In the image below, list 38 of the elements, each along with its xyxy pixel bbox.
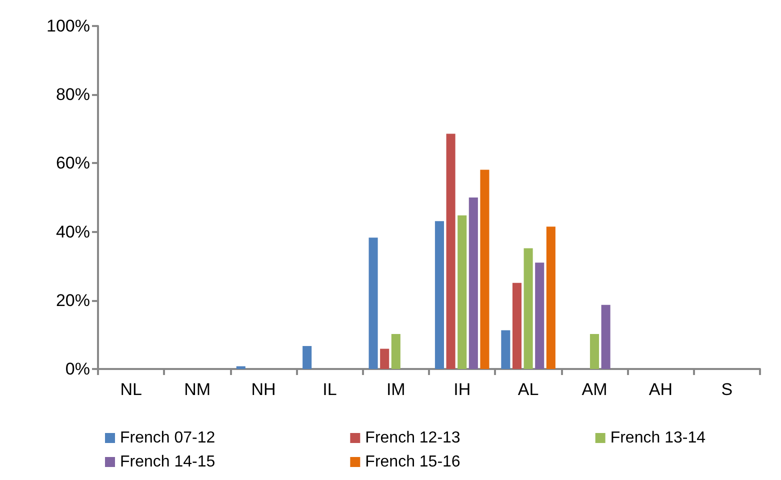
x-tick-label: NM: [184, 380, 211, 399]
y-tick-label: 0%: [65, 360, 90, 378]
legend-label: French 15-16: [365, 454, 460, 470]
bar: [368, 238, 378, 369]
bar: [458, 215, 467, 369]
y-tick-label: 80%: [56, 85, 90, 104]
x-tick-label: NH: [251, 380, 276, 399]
x-tick-label: AM: [582, 380, 608, 399]
bar: [546, 226, 556, 369]
x-tick-label: IL: [322, 380, 337, 399]
y-tick-label: 40%: [56, 222, 90, 242]
x-tick-label: IH: [454, 380, 471, 399]
bar: [468, 198, 478, 369]
x-tick-label: AH: [648, 380, 673, 399]
x-tick-label: IM: [386, 380, 406, 399]
bar: [434, 221, 444, 369]
bar: [302, 346, 312, 369]
x-tick-label: NL: [120, 380, 142, 399]
bar: [446, 134, 456, 369]
bar: [480, 170, 490, 369]
bar: [380, 348, 390, 369]
bar: [535, 262, 544, 369]
y-tick-label: 20%: [56, 290, 90, 310]
bar: [501, 330, 510, 369]
x-tick-label: AL: [518, 380, 539, 399]
bar: [236, 366, 246, 369]
y-tick-label: 60%: [56, 154, 90, 173]
legend-label: French 13-14: [610, 430, 706, 446]
bar: [391, 334, 400, 369]
legend-label: French 14-15: [120, 454, 216, 470]
bar: [512, 282, 522, 369]
legend-label: French 12-13: [365, 430, 460, 446]
legend-label: French 07-12: [120, 430, 216, 446]
y-tick-label: 100%: [46, 16, 90, 36]
bar: [590, 334, 600, 369]
bar: [601, 304, 610, 369]
bar: [524, 248, 533, 369]
x-tick-label: S: [721, 380, 733, 399]
